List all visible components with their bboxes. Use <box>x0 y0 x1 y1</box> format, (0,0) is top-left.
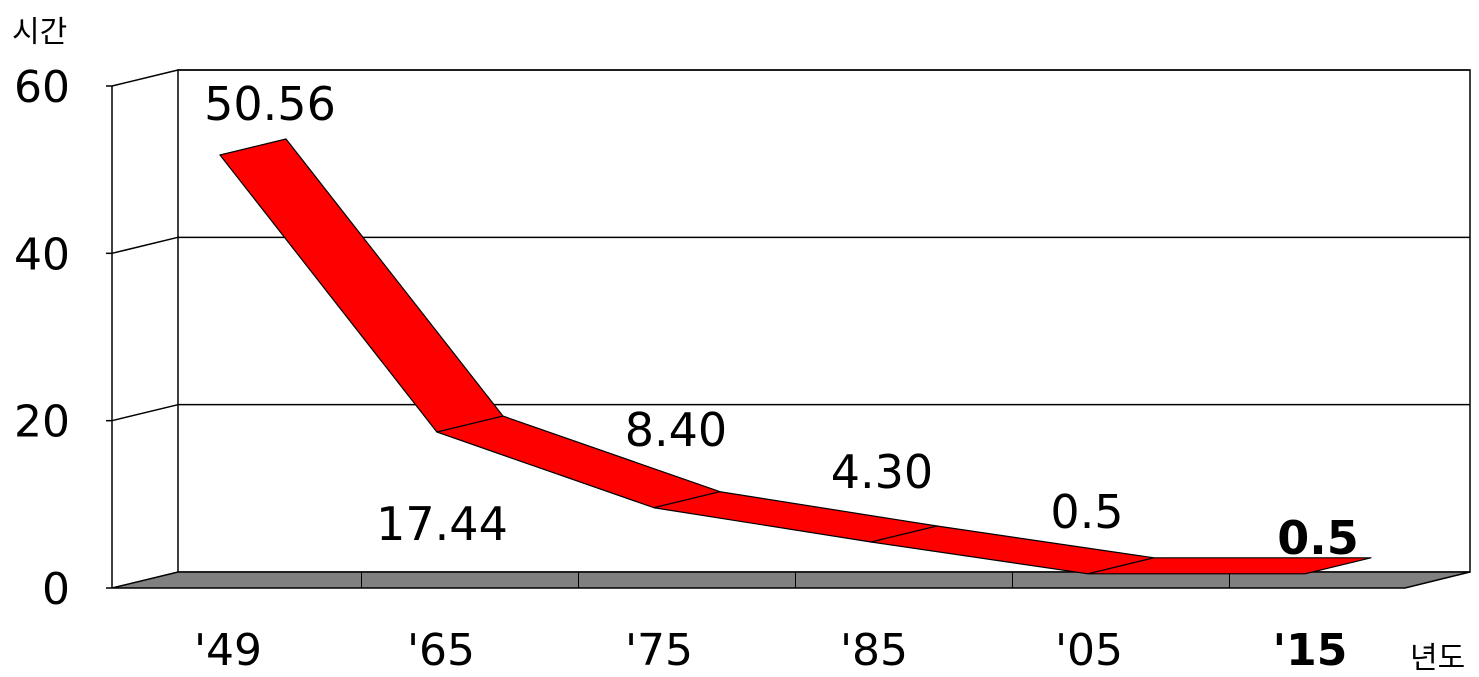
data-ribbon <box>219 138 1372 575</box>
x-tick-label: '15 <box>1273 625 1348 676</box>
data-labels: 50.56 17.44 8.40 4.30 0.5 0.5 <box>204 77 1359 565</box>
gridline-diagonal <box>111 69 179 87</box>
ribbon-segment <box>653 491 938 543</box>
data-label: 8.40 <box>625 403 727 457</box>
y-tick-label: 40 <box>14 229 70 280</box>
x-tick-label: '49 <box>194 625 262 676</box>
chart-floor <box>111 571 1471 589</box>
ribbon-segment <box>1087 557 1372 575</box>
y-tick-label: 60 <box>14 62 70 113</box>
gridline-diagonal <box>111 403 179 422</box>
x-axis-ticks: '49 '65 '75 '85 '05 '15 <box>194 625 1347 676</box>
floor-plane <box>111 571 1471 589</box>
ribbon-segment <box>219 138 504 433</box>
y-tick-label: 0 <box>42 564 70 615</box>
x-tick-label: '05 <box>1055 625 1123 676</box>
data-label: 0.5 <box>1050 485 1123 539</box>
data-label: 0.5 <box>1277 511 1359 565</box>
x-tick-label: '85 <box>840 625 908 676</box>
data-label: 50.56 <box>204 77 336 131</box>
x-tick-label: '65 <box>407 625 475 676</box>
y-tick-label: 20 <box>14 397 70 448</box>
y-axis-ticks: 0 20 40 60 <box>14 62 112 615</box>
data-label: 17.44 <box>376 497 508 551</box>
x-tick-label: '75 <box>625 625 693 676</box>
x-axis-title: 년도 <box>1410 641 1465 676</box>
data-label: 4.30 <box>831 445 933 499</box>
y-axis-title: 시간 <box>12 15 67 50</box>
gridline-diagonal <box>111 236 179 255</box>
